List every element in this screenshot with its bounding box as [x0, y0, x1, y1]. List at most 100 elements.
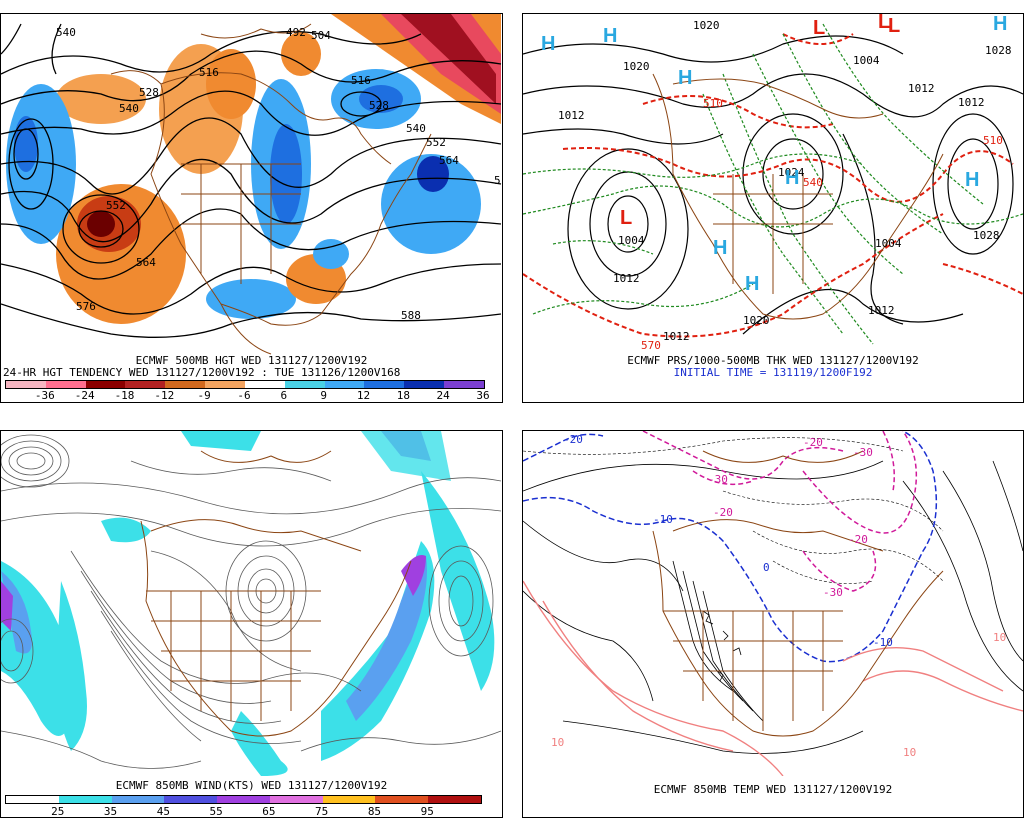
high-pressure-icon: H	[541, 33, 555, 55]
isotherm-label: -10	[653, 513, 673, 526]
panel-850mb-temp: -20 -30 -20 -10 -20 -20 -30 -10 10 10 -3…	[522, 430, 1024, 818]
scale-tick-label: 45	[156, 805, 170, 818]
thickness-green	[523, 23, 1023, 345]
contour-label: 552	[106, 199, 126, 212]
height-contours	[1, 23, 502, 338]
wind-color-scale	[5, 795, 482, 804]
low-markers: L L L L	[620, 14, 900, 229]
scale-tick-label: -12	[154, 389, 175, 402]
high-pressure-icon: H	[603, 25, 617, 47]
isobars	[523, 35, 1023, 335]
isotherm-label: -30	[708, 473, 728, 486]
isobar-label: 1004	[618, 234, 645, 247]
thickness-label: 570	[641, 339, 661, 352]
thickness-label: 540	[803, 176, 823, 189]
low-pressure-icon: L	[813, 17, 825, 39]
scale-tick-label: -18	[114, 389, 135, 402]
high-pressure-icon: H	[678, 67, 692, 89]
scale-tick-label: 24	[436, 389, 450, 402]
thickness-label: 510	[703, 97, 723, 110]
scale-swatch	[85, 381, 126, 388]
scale-swatch	[6, 796, 59, 803]
isobar-label: 1020	[693, 19, 720, 32]
scale-swatch	[45, 381, 86, 388]
coastlines	[652, 450, 944, 737]
isotherm-label: -20	[848, 533, 868, 546]
isotherm-label: -30	[823, 586, 843, 599]
isobar-label: 1004	[875, 237, 902, 250]
contour-label: 516	[199, 66, 219, 79]
caption-line-1: ECMWF 500MB HGT WED 131127/1200V192	[135, 354, 368, 367]
isotherm-label: -20	[563, 433, 583, 446]
scale-swatch	[205, 381, 245, 388]
scale-swatch	[375, 796, 429, 803]
isotherm-label: -10	[873, 636, 893, 649]
scale-tick-label: -24	[74, 389, 95, 402]
wind-speed-shading	[1, 431, 495, 776]
scale-tick-label: 12	[356, 389, 371, 402]
contour-label: 528	[139, 86, 159, 99]
isobar-label: 1012	[908, 82, 935, 95]
isotherm-label: 10	[551, 736, 564, 749]
scale-tick-label: 65	[262, 805, 276, 818]
caption-line-1: ECMWF 850MB TEMP WED 131127/1200V192	[653, 783, 893, 796]
high-pressure-icon: H	[785, 167, 799, 189]
isotherm-label: -20	[803, 436, 823, 449]
high-pressure-icon: H	[713, 237, 727, 259]
coastlines	[652, 73, 944, 320]
contour-label: 5	[494, 174, 501, 187]
scale-swatch	[164, 796, 218, 803]
high-markers: H H H H H H H H	[541, 14, 1007, 295]
low-pressure-icon: L	[878, 14, 890, 33]
map-pressure: 1020 1020 1012 1004 1012 1012 1024 1004 …	[523, 14, 1023, 352]
scale-swatch	[404, 381, 445, 388]
isobar-label: 1020	[743, 314, 770, 327]
temp-magenta	[642, 431, 918, 592]
temp-warm	[523, 580, 1023, 776]
scale-swatch	[444, 381, 484, 388]
isotherm-label: 0	[763, 561, 770, 574]
isotherm-label: 10	[903, 746, 916, 759]
map-850mb-wind	[1, 431, 502, 776]
contour-label: 564	[136, 256, 156, 269]
map-850mb-temp: -20 -30 -20 -10 -20 -20 -30 -10 10 10 -3…	[523, 431, 1023, 776]
contour-label: 552	[426, 136, 446, 149]
panel-500mb-height: 540 492 504 528 516 540 516 528 540 552 …	[0, 13, 503, 403]
coastlines	[110, 23, 432, 355]
isobar-label: 1012	[868, 304, 895, 317]
caption-line-2: 24-HR HGT TENDENCY WED 131127/1200V192 :…	[3, 366, 401, 379]
contour-label: 528	[369, 99, 389, 112]
scale-swatch	[6, 381, 46, 388]
contour-label: 540	[406, 122, 426, 135]
scale-tick-label: -9	[197, 389, 211, 402]
high-pressure-icon: H	[745, 273, 759, 295]
scale-swatch	[244, 381, 285, 388]
coastlines	[140, 450, 412, 737]
contour-label: 504	[311, 29, 331, 42]
scale-tick-label: 95	[420, 805, 434, 818]
contour-label: 540	[56, 26, 76, 39]
scale-tick-label: -36	[34, 389, 55, 402]
isobar-label: 1012	[558, 109, 585, 122]
contour-label: 576	[76, 300, 96, 313]
scale-tick-label: 18	[396, 389, 410, 402]
isotherm-label: -20	[713, 506, 733, 519]
scale-swatch	[322, 796, 376, 803]
map-500mb: 540 492 504 528 516 540 516 528 540 552 …	[1, 14, 502, 355]
scale-tick-label: 85	[367, 805, 382, 818]
thickness-red	[523, 33, 1023, 338]
caption-line-1: ECMWF 850MB WIND(KTS) WED 131127/1200V19…	[115, 779, 388, 792]
caption-line-2: INITIAL TIME = 131119/1200F192	[673, 366, 873, 379]
thickness-label: 510	[983, 134, 1003, 147]
isobar-label: 1020	[623, 60, 650, 73]
low-pressure-icon: L	[620, 207, 632, 229]
contour-label: 540	[119, 102, 139, 115]
contour-label: 564	[439, 154, 459, 167]
scale-tick-label: 25	[51, 805, 65, 818]
caption-line-1: ECMWF PRS/1000-500MB THK WED 131127/1200…	[627, 354, 919, 367]
temp-zero-blue	[523, 431, 938, 663]
scale-swatch	[58, 796, 112, 803]
scale-swatch	[324, 381, 365, 388]
panel-850mb-wind: ECMWF 850MB WIND(KTS) WED 131127/1200V19…	[0, 430, 503, 818]
scale-swatch	[428, 796, 482, 803]
